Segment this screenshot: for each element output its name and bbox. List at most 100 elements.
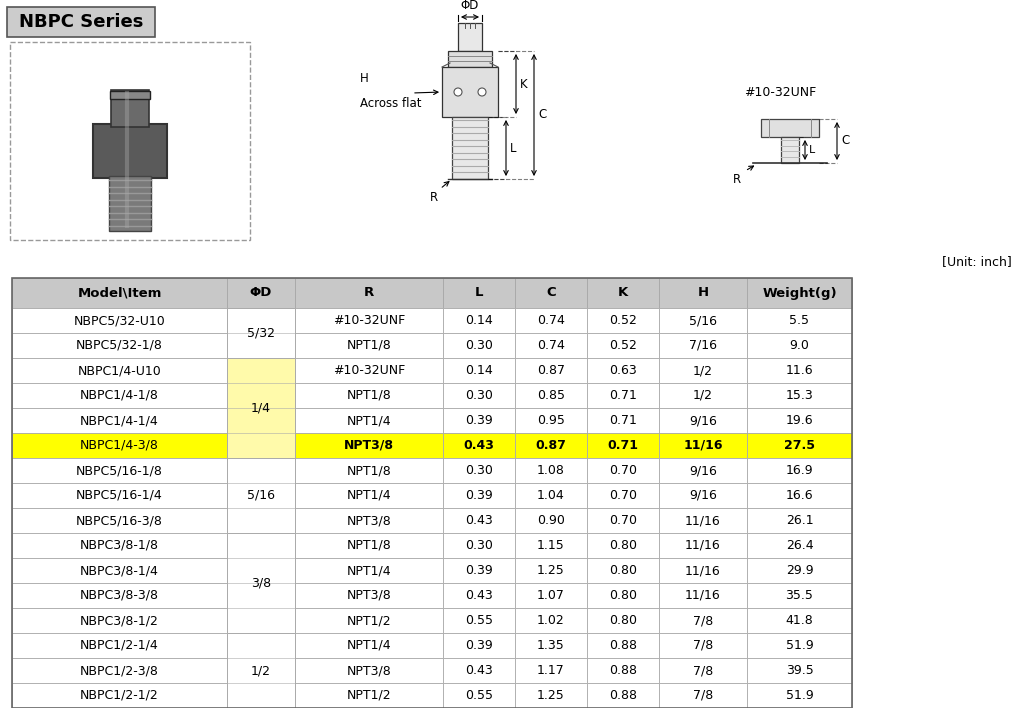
Bar bbox=[443, 278, 515, 308]
Text: NPT1/8: NPT1/8 bbox=[347, 464, 391, 477]
Text: NBPC1/2-1/2: NBPC1/2-1/2 bbox=[80, 689, 159, 702]
Bar bbox=[587, 558, 659, 583]
Bar bbox=[587, 408, 659, 433]
Bar bbox=[587, 633, 659, 658]
Text: NPT3/8: NPT3/8 bbox=[347, 589, 391, 602]
Bar bbox=[443, 358, 515, 383]
Bar bbox=[443, 608, 515, 633]
Bar bbox=[746, 683, 852, 708]
Text: 0.88: 0.88 bbox=[609, 639, 637, 652]
Text: 0.39: 0.39 bbox=[465, 639, 493, 652]
Bar bbox=[12, 533, 227, 558]
Text: 16.6: 16.6 bbox=[785, 489, 813, 502]
Bar bbox=[443, 433, 515, 458]
Bar bbox=[227, 458, 295, 533]
Text: 29.9: 29.9 bbox=[785, 564, 813, 577]
Circle shape bbox=[454, 88, 462, 96]
Bar bbox=[587, 278, 659, 308]
Bar bbox=[12, 278, 227, 308]
Text: 26.4: 26.4 bbox=[785, 539, 813, 552]
Bar bbox=[7, 7, 155, 37]
Text: R: R bbox=[733, 173, 741, 186]
Bar bbox=[587, 608, 659, 633]
Bar bbox=[515, 483, 587, 508]
Bar bbox=[515, 558, 587, 583]
Bar bbox=[12, 278, 852, 708]
Text: R: R bbox=[430, 191, 438, 204]
Bar bbox=[587, 358, 659, 383]
Text: NBPC1/4-3/8: NBPC1/4-3/8 bbox=[80, 439, 159, 452]
Bar bbox=[746, 358, 852, 383]
Bar bbox=[12, 558, 227, 583]
Text: 0.80: 0.80 bbox=[609, 539, 637, 552]
Text: 0.87: 0.87 bbox=[536, 439, 566, 452]
Text: 1/2: 1/2 bbox=[693, 389, 713, 402]
Text: 1.17: 1.17 bbox=[538, 664, 565, 677]
Bar bbox=[12, 333, 227, 358]
Bar bbox=[587, 433, 659, 458]
Text: 1.02: 1.02 bbox=[538, 614, 565, 627]
Text: 7/8: 7/8 bbox=[693, 614, 713, 627]
Bar bbox=[587, 383, 659, 408]
Text: 1.08: 1.08 bbox=[537, 464, 565, 477]
Text: 27.5: 27.5 bbox=[784, 439, 815, 452]
Bar bbox=[659, 533, 746, 558]
Bar bbox=[295, 333, 443, 358]
Text: 0.71: 0.71 bbox=[609, 389, 637, 402]
Text: NBPC5/32-U10: NBPC5/32-U10 bbox=[74, 314, 165, 327]
Bar bbox=[515, 458, 587, 483]
Bar bbox=[515, 358, 587, 383]
Text: 9/16: 9/16 bbox=[689, 414, 717, 427]
Text: 1/2: 1/2 bbox=[251, 664, 271, 677]
Text: #10-32UNF: #10-32UNF bbox=[743, 86, 816, 100]
Bar bbox=[12, 408, 227, 433]
Text: 0.70: 0.70 bbox=[609, 489, 637, 502]
Bar bbox=[443, 483, 515, 508]
Bar bbox=[295, 583, 443, 608]
Bar bbox=[515, 583, 587, 608]
Text: 1.35: 1.35 bbox=[538, 639, 565, 652]
Bar bbox=[746, 533, 852, 558]
Text: 0.43: 0.43 bbox=[465, 514, 493, 527]
Text: NBPC5/16-1/4: NBPC5/16-1/4 bbox=[76, 489, 163, 502]
Text: Weight(g): Weight(g) bbox=[762, 287, 837, 299]
Text: NPT1/8: NPT1/8 bbox=[347, 389, 391, 402]
Text: 7/8: 7/8 bbox=[693, 689, 713, 702]
Bar bbox=[746, 508, 852, 533]
Bar bbox=[746, 408, 852, 433]
Text: ΦD: ΦD bbox=[250, 287, 272, 299]
Text: 9.0: 9.0 bbox=[790, 339, 809, 352]
Text: 1.04: 1.04 bbox=[538, 489, 565, 502]
Text: 0.90: 0.90 bbox=[537, 514, 565, 527]
Bar bbox=[515, 433, 587, 458]
Bar bbox=[746, 278, 852, 308]
Bar bbox=[12, 683, 227, 708]
Text: 7/16: 7/16 bbox=[689, 339, 717, 352]
Bar bbox=[12, 608, 227, 633]
Text: K: K bbox=[617, 287, 628, 299]
Text: 0.80: 0.80 bbox=[609, 614, 637, 627]
Bar bbox=[587, 533, 659, 558]
Text: L: L bbox=[475, 287, 483, 299]
Text: 0.30: 0.30 bbox=[465, 464, 493, 477]
FancyBboxPatch shape bbox=[110, 91, 150, 99]
Text: NPT1/4: NPT1/4 bbox=[347, 564, 391, 577]
Text: 7/8: 7/8 bbox=[693, 664, 713, 677]
Bar bbox=[295, 308, 443, 333]
Bar bbox=[295, 508, 443, 533]
Bar bbox=[515, 658, 587, 683]
Bar bbox=[227, 278, 295, 308]
Text: 0.43: 0.43 bbox=[465, 664, 493, 677]
Text: 16.9: 16.9 bbox=[785, 464, 813, 477]
Text: 9/16: 9/16 bbox=[689, 464, 717, 477]
Text: NPT1/4: NPT1/4 bbox=[347, 639, 391, 652]
Bar bbox=[452, 117, 488, 179]
Bar bbox=[746, 458, 852, 483]
Bar bbox=[12, 633, 227, 658]
Text: 0.39: 0.39 bbox=[465, 489, 493, 502]
Text: 7/8: 7/8 bbox=[693, 639, 713, 652]
Text: NPT1/2: NPT1/2 bbox=[347, 614, 391, 627]
Bar bbox=[515, 278, 587, 308]
Text: 0.85: 0.85 bbox=[537, 389, 565, 402]
Bar bbox=[781, 137, 799, 163]
